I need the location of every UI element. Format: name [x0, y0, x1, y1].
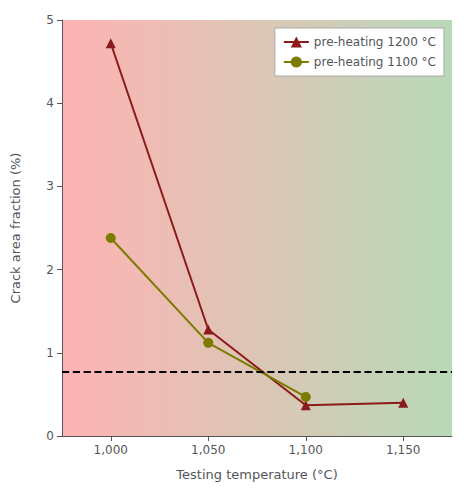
svg-text:1,150: 1,150 — [386, 443, 420, 457]
svg-text:3: 3 — [46, 179, 54, 193]
svg-text:1,000: 1,000 — [94, 443, 128, 457]
svg-text:1,100: 1,100 — [289, 443, 323, 457]
svg-text:Testing temperature (°C): Testing temperature (°C) — [175, 467, 337, 482]
svg-text:1,050: 1,050 — [191, 443, 225, 457]
svg-text:4: 4 — [46, 96, 54, 110]
svg-text:2: 2 — [46, 263, 54, 277]
svg-text:0: 0 — [46, 429, 54, 443]
svg-text:5: 5 — [46, 13, 54, 27]
svg-text:pre-heating 1100 °C: pre-heating 1100 °C — [314, 55, 436, 69]
svg-text:1: 1 — [46, 346, 54, 360]
svg-text:pre-heating 1200 °C: pre-heating 1200 °C — [314, 35, 436, 49]
svg-text:Crack area fraction (%): Crack area fraction (%) — [8, 153, 23, 304]
